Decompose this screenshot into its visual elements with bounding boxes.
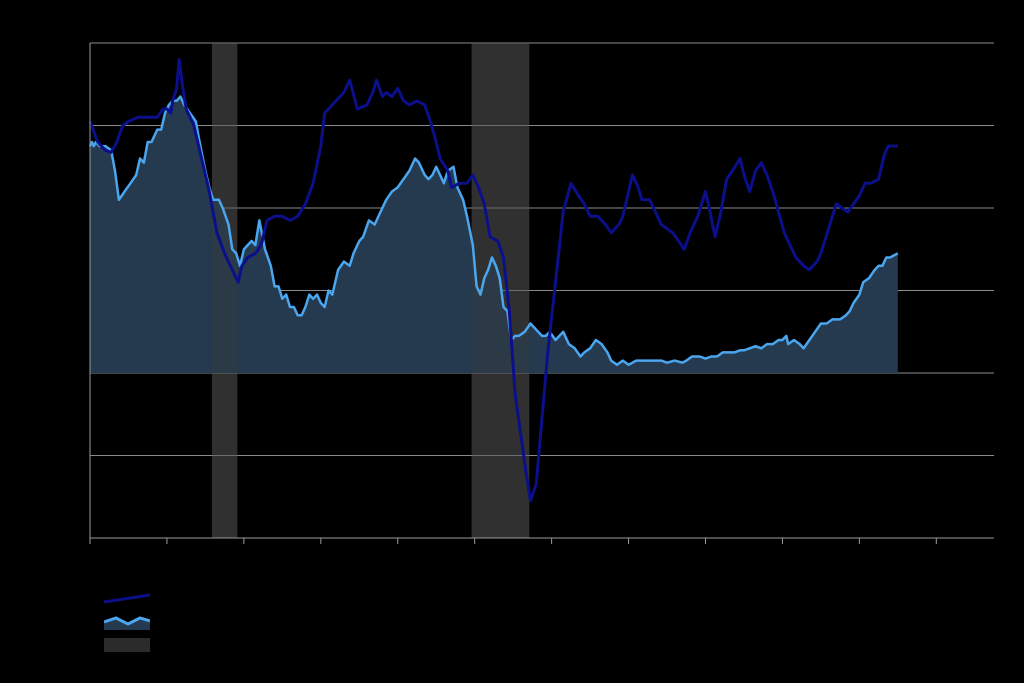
x-tick-label-1: 00: [157, 553, 176, 572]
y-tick-label-0: -4%: [38, 529, 68, 548]
legend-swatch-rate: [103, 614, 151, 630]
rate-area-fill: [90, 96, 898, 373]
legend: USA, nominell BNP-tillväxt Ränta, amerik…: [103, 588, 604, 657]
series-lines: [88, 58, 899, 503]
y-tick-label-4: 4%: [43, 199, 68, 218]
x-tick-label-7: 12: [619, 553, 638, 572]
x-tick-label-5: 08: [465, 553, 484, 572]
legend-swatch-recession: [104, 638, 150, 652]
y-tick-label-2: 0%: [43, 364, 68, 383]
legend-item-recession: Recession: [104, 634, 604, 656]
axes: [89, 43, 994, 544]
legend-item-rate: Ränta, amerikansk 2-åring: [103, 611, 604, 633]
legend-label-gdp: USA, nominell BNP-tillväxt: [158, 589, 359, 608]
x-tick-label-9: 16: [773, 553, 792, 572]
legend-label-recession: Recession: [158, 635, 238, 654]
gdp-line: [88, 58, 898, 503]
legend-item-gdp: USA, nominell BNP-tillväxt: [103, 588, 604, 610]
y-tick-label-5: 6%: [43, 117, 68, 136]
y-tick-label-6: 8%: [43, 34, 68, 53]
legend-area-icon: [103, 616, 151, 630]
x-tick-label-0: 98: [81, 553, 100, 572]
recession-overlay-0: [211, 43, 238, 538]
x-tick-label-8: 14: [696, 553, 715, 572]
x-tick-label-3: 04: [311, 553, 330, 572]
y-tick-label-3: 2%: [43, 282, 68, 301]
rate-area: [90, 43, 898, 538]
x-tick-label-10: 18: [850, 553, 869, 572]
legend-label-rate: Ränta, amerikansk 2-åring: [158, 612, 358, 631]
x-tick-label-11: 20: [927, 553, 946, 572]
x-tick-label-6: 10: [542, 553, 561, 572]
y-tick-label-1: -2%: [38, 447, 68, 466]
x-tick-label-2: 02: [234, 553, 253, 572]
x-tick-label-4: 06: [388, 553, 407, 572]
legend-line-icon: [103, 593, 151, 604]
legend-swatch-gdp: [103, 591, 151, 607]
tick-labels: -4% -2% 0% 2% 4% 6% 8% 98 00 02 04 06 08 10 12 14 16 18 20: [38, 34, 946, 572]
